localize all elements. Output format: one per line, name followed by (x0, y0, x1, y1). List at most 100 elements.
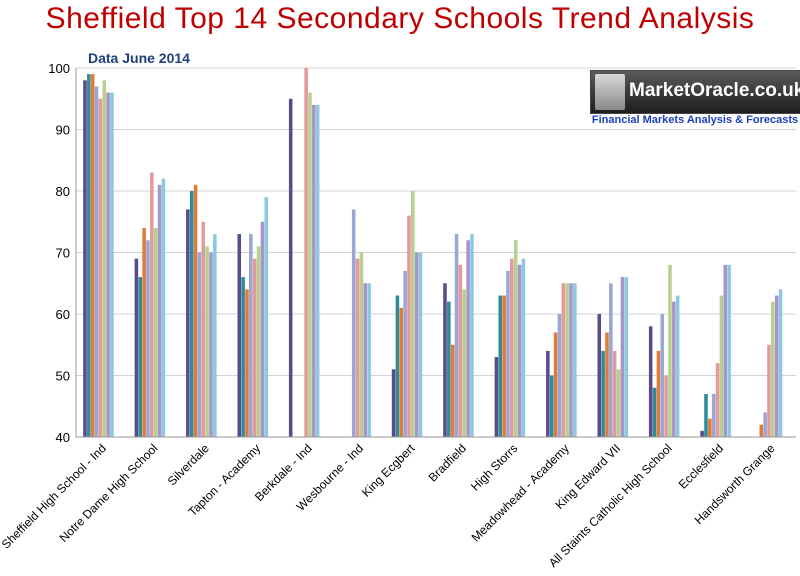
bar (778, 289, 783, 437)
bar (443, 283, 447, 437)
bar (771, 301, 775, 437)
bar (245, 289, 249, 437)
bar (411, 191, 415, 437)
marketoracle-logo[interactable]: MarketOracle.co.uk Financial Markets Ana… (590, 70, 800, 130)
bar (763, 412, 767, 437)
y-tick-label: 40 (56, 430, 70, 445)
bar (102, 80, 107, 438)
bar (315, 104, 320, 438)
logo-banner: MarketOracle.co.uk (590, 70, 800, 114)
bar (418, 252, 423, 437)
x-tick-label: Silverdale (165, 441, 212, 488)
bar (395, 295, 400, 437)
bar (774, 295, 779, 437)
logo-name: MarketOracle.co.uk (629, 80, 800, 101)
bar (193, 184, 198, 437)
bar (672, 301, 676, 437)
bar (620, 277, 625, 437)
axes (75, 68, 796, 438)
bar (565, 283, 569, 437)
x-tick-label: Meadowhead - Academy (469, 441, 572, 544)
bar (612, 350, 617, 437)
bar (367, 283, 371, 437)
bar (616, 369, 621, 437)
bar (549, 375, 554, 437)
y-tick-label: 60 (56, 307, 70, 322)
bars (83, 68, 783, 438)
bar (304, 68, 308, 437)
bar (557, 314, 562, 437)
bar (513, 240, 518, 437)
bar (351, 209, 356, 437)
bar (668, 264, 672, 437)
bar (719, 295, 724, 437)
bar (83, 80, 87, 438)
bar (241, 277, 245, 437)
bar (355, 258, 360, 437)
bar (601, 350, 605, 437)
bar (466, 240, 470, 437)
bar (759, 424, 764, 437)
bar (708, 418, 712, 437)
bar (98, 98, 103, 437)
bar (648, 326, 653, 437)
bar (660, 314, 665, 437)
y-tick-label: 50 (56, 369, 70, 384)
x-tick-label: King Ecgbert (359, 441, 418, 500)
bar (153, 227, 158, 437)
bar (652, 387, 657, 437)
bar (700, 430, 704, 437)
bar (447, 301, 451, 437)
bar (87, 74, 91, 438)
bar (414, 252, 419, 437)
bar (237, 234, 242, 437)
bar (359, 252, 364, 437)
page-title: Sheffield Top 14 Secondary Schools Trend… (45, 2, 755, 35)
bar (494, 357, 499, 437)
bar (288, 98, 293, 437)
bar (213, 234, 217, 437)
bar (715, 363, 720, 437)
bar (605, 332, 609, 437)
bar (403, 270, 407, 437)
bar (186, 209, 190, 437)
bar (256, 246, 261, 437)
bar (201, 221, 206, 437)
x-tick-label: Bradfield (426, 441, 469, 484)
y-tick-label: 80 (56, 184, 70, 199)
bar (161, 178, 166, 437)
bar (521, 258, 526, 437)
x-tick-label: High Storrs (468, 441, 520, 493)
bar (502, 295, 506, 437)
bar (727, 264, 731, 437)
bar (106, 92, 110, 437)
bar (134, 258, 139, 437)
statue-icon (595, 74, 625, 110)
bar (146, 240, 150, 437)
y-tick-label: 70 (56, 246, 70, 261)
bar (363, 283, 368, 437)
bar (209, 252, 213, 437)
x-tick-label: Sheffield High School - Ind (0, 441, 109, 551)
bar (767, 344, 771, 437)
x-tick-label: Ecclesfield (676, 441, 726, 491)
bar (704, 393, 708, 437)
bar (94, 86, 99, 437)
y-tick-label: 100 (48, 61, 70, 76)
bar (90, 74, 95, 438)
bar (624, 277, 629, 437)
bar (150, 172, 154, 438)
bar (723, 264, 728, 437)
bar (711, 393, 716, 437)
bar (597, 314, 602, 437)
bar (189, 191, 194, 437)
bar (470, 234, 474, 437)
bar (157, 184, 162, 437)
bar (138, 277, 143, 437)
bar (252, 258, 257, 437)
bar (664, 375, 668, 437)
bar (506, 270, 510, 437)
bar (517, 264, 522, 437)
bar (462, 289, 467, 437)
